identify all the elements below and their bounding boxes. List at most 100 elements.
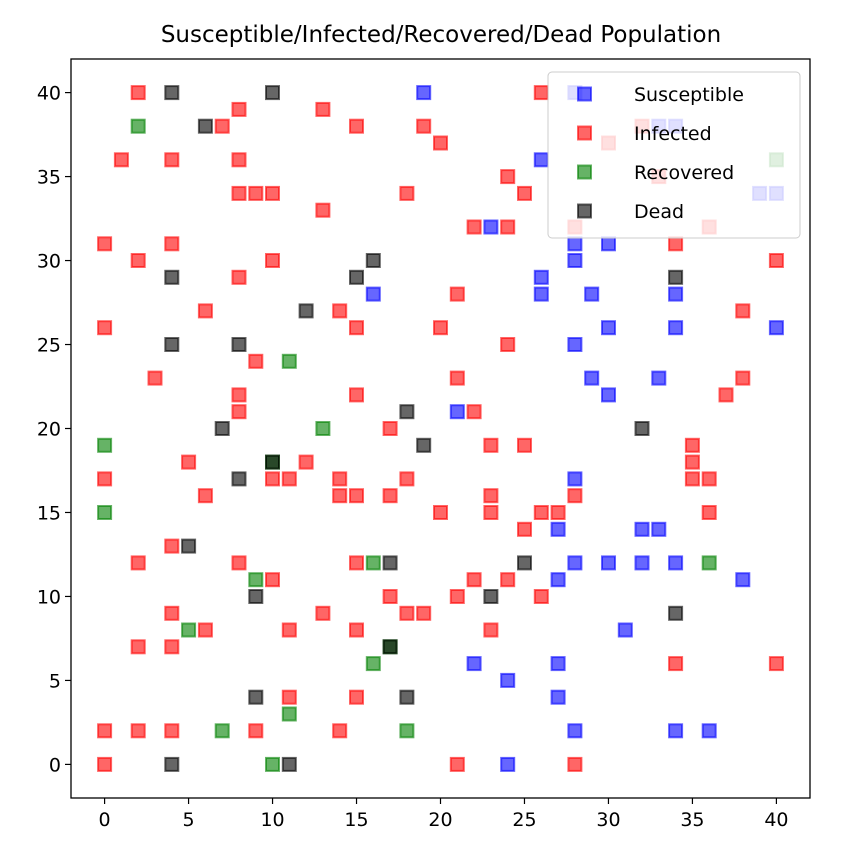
marker-recovered-3 bbox=[315, 421, 331, 436]
marker-dead-25 bbox=[164, 756, 180, 772]
y-tick-label-5: 25 bbox=[37, 335, 61, 357]
marker-recovered-6 bbox=[97, 505, 113, 520]
marker-infected-34 bbox=[332, 303, 348, 319]
marker-dead-8 bbox=[164, 337, 180, 352]
marker-infected-67 bbox=[483, 488, 499, 504]
marker-dead-15 bbox=[231, 471, 247, 487]
marker-susceptible-21 bbox=[651, 370, 667, 386]
marker-infected-70 bbox=[483, 505, 499, 520]
marker-infected-80 bbox=[466, 572, 482, 588]
marker-susceptible-20 bbox=[584, 370, 600, 386]
marker-dead-20 bbox=[248, 589, 264, 604]
marker-recovered-14 bbox=[214, 723, 230, 739]
marker-infected-22 bbox=[500, 219, 516, 235]
y-tick-label-6: 30 bbox=[37, 251, 61, 273]
marker-infected-26 bbox=[164, 236, 180, 252]
marker-susceptible-30 bbox=[634, 555, 650, 571]
x-tick-label-1: 5 bbox=[183, 809, 195, 831]
marker-susceptible-8 bbox=[567, 236, 583, 252]
marker-dead-7 bbox=[298, 303, 314, 319]
marker-infected-100 bbox=[130, 723, 146, 739]
marker-infected-76 bbox=[130, 555, 146, 571]
marker-infected-99 bbox=[97, 723, 113, 739]
y-tick-label-8: 40 bbox=[37, 83, 61, 105]
marker-infected-104 bbox=[97, 756, 113, 772]
marker-infected-20 bbox=[315, 202, 331, 218]
marker-infected-37 bbox=[349, 320, 364, 336]
x-tick-label-5: 25 bbox=[512, 809, 536, 831]
marker-infected-12 bbox=[231, 152, 247, 168]
marker-infected-62 bbox=[701, 471, 717, 487]
marker-infected-63 bbox=[197, 488, 213, 504]
marker-infected-96 bbox=[768, 656, 784, 672]
marker-dead-22 bbox=[382, 639, 398, 655]
marker-infected-27 bbox=[668, 236, 684, 252]
marker-susceptible-29 bbox=[601, 555, 616, 571]
marker-recovered-9 bbox=[248, 572, 264, 588]
marker-infected-33 bbox=[197, 303, 213, 319]
x-tick-label-6: 30 bbox=[596, 809, 620, 831]
marker-susceptible-0 bbox=[416, 85, 432, 101]
marker-susceptible-16 bbox=[601, 320, 616, 336]
marker-dead-16 bbox=[181, 538, 197, 554]
marker-infected-47 bbox=[231, 404, 247, 420]
marker-infected-36 bbox=[97, 320, 113, 336]
marker-infected-79 bbox=[265, 572, 280, 588]
marker-infected-55 bbox=[684, 454, 700, 470]
marker-infected-42 bbox=[449, 370, 465, 386]
legend-box bbox=[547, 71, 801, 239]
x-tick-label-7: 35 bbox=[680, 809, 704, 831]
y-axis: 0 5 10 15 20 25 30 35 40 bbox=[37, 83, 71, 776]
marker-susceptible-23 bbox=[449, 404, 465, 420]
marker-susceptible-31 bbox=[668, 555, 684, 571]
marker-infected-4 bbox=[214, 118, 230, 134]
marker-infected-54 bbox=[298, 454, 314, 470]
x-tick-label-0: 0 bbox=[99, 809, 111, 831]
marker-dead-11 bbox=[214, 421, 230, 436]
marker-dead-3 bbox=[365, 253, 381, 268]
legend-label-recovered: Recovered bbox=[634, 162, 734, 184]
marker-susceptible-28 bbox=[567, 555, 583, 571]
marker-dead-6 bbox=[668, 269, 684, 285]
marker-infected-40 bbox=[500, 337, 516, 352]
marker-susceptible-10 bbox=[567, 253, 583, 268]
marker-susceptible-41 bbox=[701, 723, 717, 739]
marker-infected-50 bbox=[483, 437, 499, 453]
marker-recovered-12 bbox=[365, 656, 381, 672]
marker-recovered-8 bbox=[701, 555, 717, 571]
marker-susceptible-4 bbox=[533, 152, 549, 168]
marker-infected-88 bbox=[416, 605, 432, 621]
marker-infected-31 bbox=[231, 269, 247, 285]
marker-infected-92 bbox=[483, 622, 499, 638]
marker-susceptible-14 bbox=[584, 286, 600, 302]
marker-infected-39 bbox=[248, 353, 264, 369]
marker-infected-52 bbox=[684, 437, 700, 453]
y-tick-label-2: 10 bbox=[37, 586, 61, 608]
marker-recovered-7 bbox=[365, 555, 381, 571]
marker-recovered-0 bbox=[130, 118, 146, 134]
y-tick-label-4: 20 bbox=[37, 419, 61, 441]
marker-infected-25 bbox=[97, 236, 113, 252]
marker-infected-73 bbox=[701, 505, 717, 520]
marker-infected-82 bbox=[382, 589, 398, 604]
marker-infected-15 bbox=[231, 185, 247, 201]
marker-infected-45 bbox=[735, 370, 751, 386]
legend-marker-recovered bbox=[577, 164, 592, 180]
marker-susceptible-18 bbox=[768, 320, 784, 336]
marker-infected-13 bbox=[500, 169, 516, 185]
marker-infected-61 bbox=[684, 471, 700, 487]
marker-infected-28 bbox=[130, 253, 146, 268]
marker-infected-43 bbox=[231, 387, 247, 403]
marker-infected-75 bbox=[164, 538, 180, 554]
marker-infected-56 bbox=[97, 471, 113, 487]
marker-susceptible-15 bbox=[668, 286, 684, 302]
x-tick-label-2: 10 bbox=[260, 809, 284, 831]
marker-infected-97 bbox=[281, 689, 297, 705]
marker-recovered-13 bbox=[281, 706, 297, 722]
x-tick-label-4: 20 bbox=[428, 809, 452, 831]
marker-infected-35 bbox=[735, 303, 751, 319]
marker-recovered-2 bbox=[281, 353, 297, 369]
legend-marker-susceptible bbox=[577, 86, 592, 102]
marker-dead-12 bbox=[634, 421, 650, 436]
marker-infected-65 bbox=[349, 488, 364, 504]
